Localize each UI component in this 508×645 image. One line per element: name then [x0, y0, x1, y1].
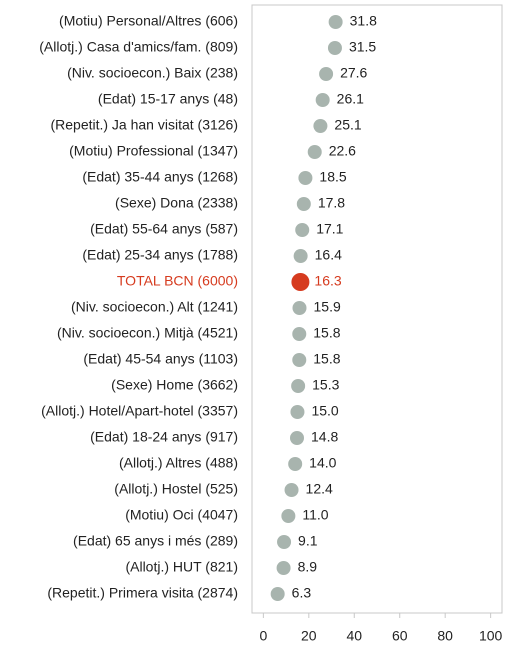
x-tick-label: 80: [437, 628, 453, 644]
value-label: 16.3: [314, 273, 341, 289]
category-label: (Motiu) Oci (4047): [125, 507, 238, 523]
value-label: 6.3: [292, 585, 312, 601]
category-label: (Niv. socioecon.) Mitjà (4521): [57, 325, 238, 341]
value-label: 22.6: [329, 143, 356, 159]
dot: [313, 119, 328, 133]
dot: [291, 273, 310, 291]
value-label: 12.4: [306, 481, 333, 497]
dot: [284, 483, 299, 497]
category-label: (Edat) 35-44 anys (1268): [82, 169, 238, 185]
value-label: 31.8: [350, 13, 377, 29]
category-label: (Edat) 25-34 anys (1788): [82, 247, 238, 263]
category-label: (Motiu) Personal/Altres (606): [59, 13, 238, 29]
category-label: (Repetit.) Primera visita (2874): [47, 585, 238, 601]
category-label: (Allotj.) Casa d'amics/fam. (809): [39, 39, 238, 55]
value-label: 15.9: [314, 299, 341, 315]
dot: [319, 67, 334, 81]
category-label: (Allotj.) Altres (488): [119, 455, 238, 471]
x-tick-label: 20: [301, 628, 317, 644]
dot: [307, 145, 322, 159]
x-tick-label: 40: [346, 628, 362, 644]
category-label: (Motiu) Professional (1347): [69, 143, 238, 159]
category-label: (Edat) 55-64 anys (587): [90, 221, 238, 237]
value-label: 8.9: [298, 559, 318, 575]
dot: [292, 353, 307, 367]
value-label: 27.6: [340, 65, 367, 81]
dot: [270, 587, 285, 601]
dot: [288, 457, 303, 471]
category-label: (Niv. socioecon.) Baix (238): [67, 65, 238, 81]
dot: [281, 509, 296, 523]
x-tick-label: 100: [479, 628, 503, 644]
dot: [327, 41, 342, 55]
dot: [296, 197, 311, 211]
category-label: (Edat) 15-17 anys (48): [98, 91, 238, 107]
category-label: (Edat) 65 anys i més (289): [73, 533, 238, 549]
dot: [291, 379, 306, 393]
dot: [277, 535, 292, 549]
dot: [298, 171, 313, 185]
value-label: 14.8: [311, 429, 338, 445]
dot: [293, 249, 308, 263]
category-label: (Repetit.) Ja han visitat (3126): [50, 117, 238, 133]
value-label: 16.4: [315, 247, 342, 263]
value-label: 25.1: [334, 117, 361, 133]
category-label: TOTAL BCN (6000): [117, 273, 238, 289]
category-label: (Allotj.) Hotel/Apart-hotel (3357): [41, 403, 238, 419]
value-label: 15.8: [313, 351, 340, 367]
value-label: 15.8: [313, 325, 340, 341]
value-label: 15.0: [311, 403, 338, 419]
category-label: (Allotj.) HUT (821): [125, 559, 238, 575]
plot-frame: [251, 4, 503, 614]
x-tick-label: 60: [392, 628, 408, 644]
x-tick-label: 0: [259, 628, 267, 644]
value-label: 31.5: [349, 39, 376, 55]
value-label: 17.1: [316, 221, 343, 237]
dot: [292, 301, 307, 315]
dot: [292, 327, 307, 341]
dot: [276, 561, 291, 575]
dot: [290, 431, 304, 445]
category-label: (Edat) 45-54 anys (1103): [83, 351, 238, 367]
value-label: 17.8: [318, 195, 345, 211]
category-label: (Sexe) Home (3662): [111, 377, 238, 393]
dot: [328, 15, 343, 29]
value-label: 11.0: [302, 507, 328, 523]
value-label: 9.1: [298, 533, 318, 549]
value-label: 15.3: [312, 377, 339, 393]
dot: [290, 405, 305, 419]
category-label: (Edat) 18-24 anys (917): [90, 429, 238, 445]
category-label: (Niv. socioecon.) Alt (1241): [71, 299, 238, 315]
value-label: 26.1: [337, 91, 364, 107]
dot: [295, 223, 310, 237]
category-label: (Allotj.) Hostel (525): [114, 481, 238, 497]
dot: [315, 93, 330, 107]
value-label: 18.5: [319, 169, 346, 185]
value-label: 14.0: [309, 455, 336, 471]
category-label: (Sexe) Dona (2338): [115, 195, 238, 211]
